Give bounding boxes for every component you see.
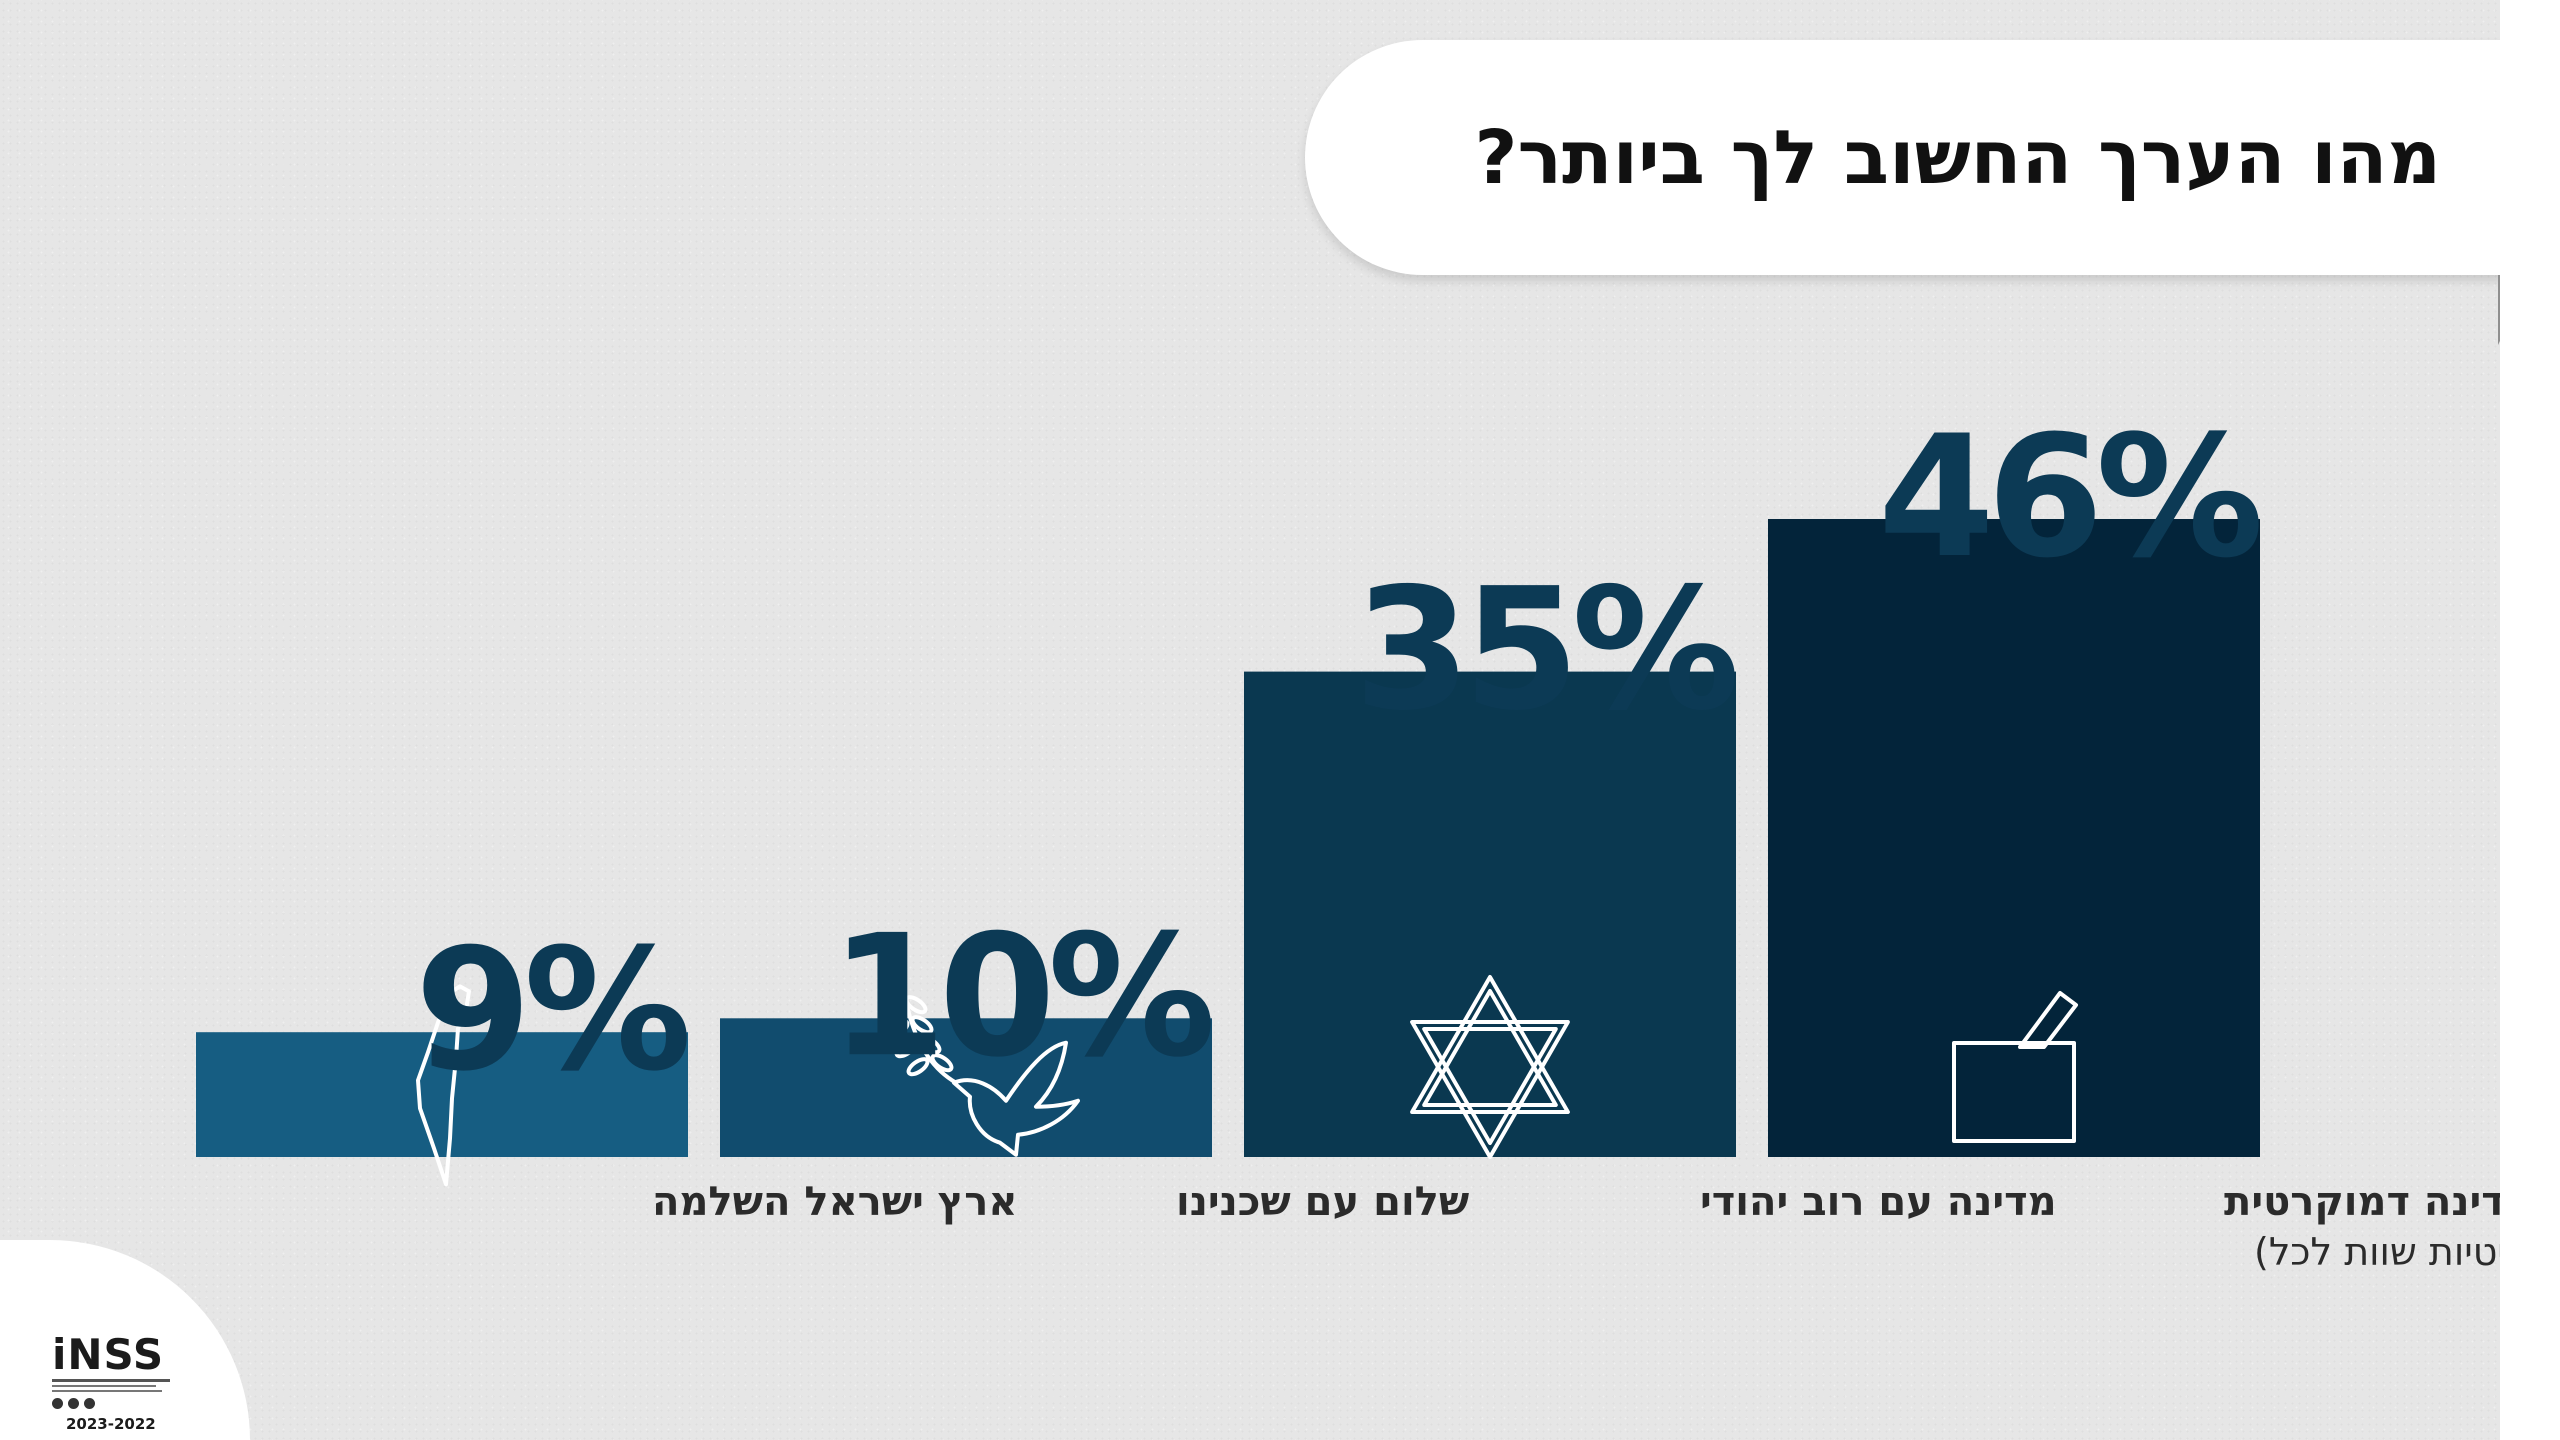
logo-dots (52, 1398, 95, 1409)
logo-years: 2023-2022 (66, 1415, 156, 1433)
category-label-2: מדינה עם רוב יהודי (1700, 1179, 2057, 1225)
bar-3 (1768, 519, 2260, 1157)
dove-olive-branch-icon (880, 995, 1080, 1157)
inss-logo: iNSS (52, 1330, 165, 1379)
category-label-0: ארץ ישראל השלמה (652, 1179, 1017, 1225)
title-box: מהו הערך החשוב לך ביותר? (1305, 40, 2500, 275)
ballot-box-icon (1952, 991, 2078, 1143)
star-of-david-icon (1410, 975, 1570, 1159)
value-label-3: 46% (1878, 399, 2259, 595)
bar-0 (196, 1032, 688, 1157)
value-label-2: 35% (1354, 552, 1735, 748)
bar-2 (1244, 671, 1736, 1157)
category-sublabel-3: (זכויות פוליטיות שוות לכל) (2254, 1230, 2500, 1274)
category-label-1: שלום עם שכנינו (1176, 1179, 1469, 1225)
chart-title: מהו הערך החשוב לך ביותר? (1474, 114, 2441, 201)
title-fold-shadow (2498, 275, 2500, 345)
value-label-1: 10% (830, 898, 1211, 1094)
logo-subtitle-lines (52, 1378, 174, 1394)
infographic-canvas: מהו הערך החשוב לך ביותר? 9% ארץ ישראל השל… (0, 0, 2500, 1440)
israel-map-icon (416, 984, 471, 1187)
bar-chart: 9% ארץ ישראל השלמה 10% שלום עם שכנינו 35% מדי… (196, 399, 2500, 1274)
category-label-3: מדינה דמוקרטית (2224, 1179, 2500, 1225)
bar-1 (720, 1018, 1212, 1157)
value-label-0: 9% (415, 912, 687, 1108)
